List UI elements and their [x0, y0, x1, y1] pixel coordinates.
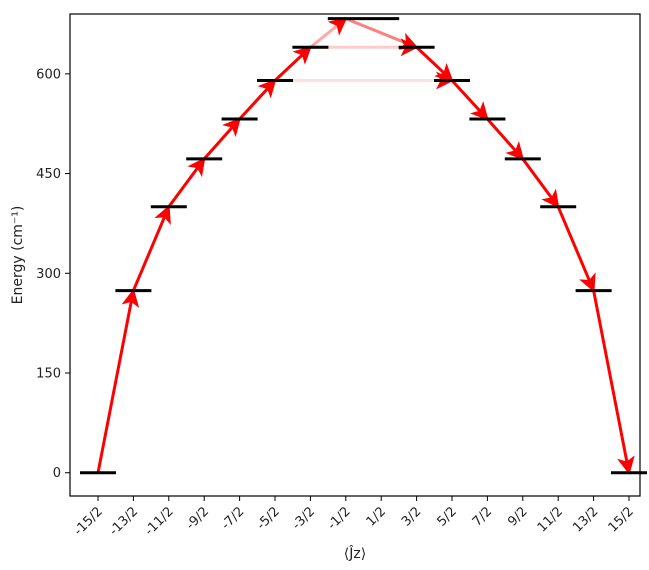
y-tick-label: 150: [36, 367, 61, 382]
y-tick-label: 300: [36, 267, 61, 282]
x-tick-label: 3/2: [399, 504, 424, 529]
transition-arrow: [238, 79, 277, 121]
transition-arrow: [96, 288, 140, 474]
x-tick-label: 9/2: [505, 504, 530, 529]
transition-arrow: [309, 17, 348, 49]
y-axis-label: Energy (cm⁻¹): [10, 206, 26, 305]
transition-arrow: [556, 206, 596, 293]
transition-arrow: [521, 158, 560, 209]
x-tick-label: -1/2: [325, 504, 354, 533]
x-axis: -15/2 -13/2 -11/2 -9/2 -7/2 -5/2 -3/2 -1/2 1/2 3/…: [71, 496, 637, 539]
x-tick-label: 15/2: [606, 504, 637, 535]
x-axis-label: ⟨Ĵz⟩: [344, 545, 366, 562]
transition-arrow: [203, 117, 241, 160]
y-tick-label: 600: [36, 67, 61, 82]
transition-arrow: [132, 204, 171, 292]
x-tick-label: -3/2: [290, 504, 319, 533]
transition-arrow: [450, 79, 489, 121]
x-tick-label: 1/2: [364, 504, 389, 529]
x-tick-label: -15/2: [71, 504, 106, 539]
plot-area-frame: [69, 13, 641, 497]
transition-arrow: [486, 118, 525, 161]
transition-arrow: [415, 46, 454, 82]
y-tick-label: 0: [53, 466, 61, 481]
x-tick-label: -7/2: [219, 504, 248, 533]
x-tick-label: 11/2: [535, 504, 566, 535]
y-tick-label: 450: [36, 167, 61, 182]
x-tick-label: -9/2: [183, 504, 212, 533]
transition-arrow: [167, 157, 206, 208]
transition-arrow: [345, 17, 419, 50]
x-tick-label: -13/2: [107, 504, 142, 539]
x-tick-label: -11/2: [142, 504, 177, 539]
x-tick-label: -5/2: [254, 504, 283, 533]
y-axis: 0 150 300 450 600: [36, 67, 70, 481]
energy-levels: [80, 17, 647, 475]
x-tick-label: 5/2: [434, 504, 459, 529]
x-tick-label: 7/2: [470, 504, 495, 529]
transition-arrow: [592, 290, 635, 475]
transitions: [96, 17, 635, 475]
transition-arrow: [273, 45, 312, 82]
x-tick-label: 13/2: [570, 504, 601, 535]
